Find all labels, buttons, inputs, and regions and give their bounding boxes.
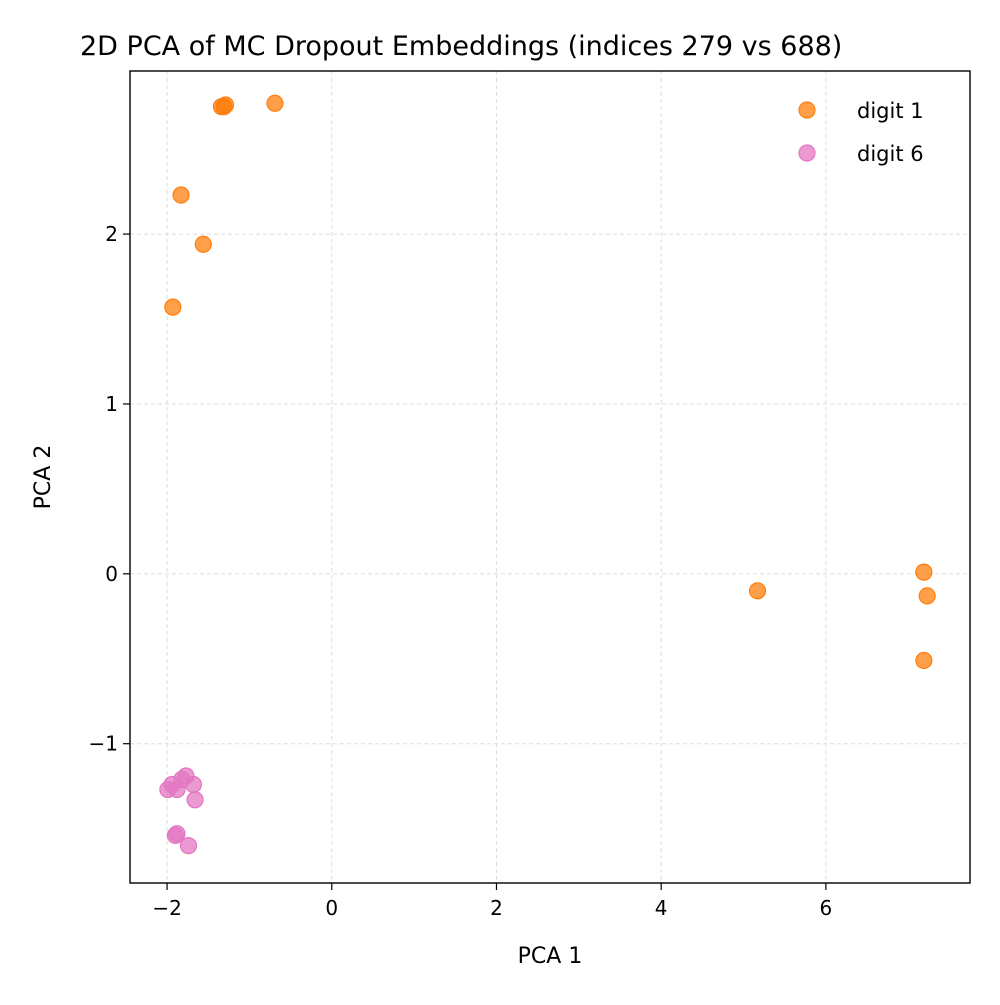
axis-ticks: −2 0 2 4 6 −1 0 1 2: [89, 222, 833, 920]
scatter-point: [172, 186, 190, 204]
scatter-point: [164, 298, 182, 316]
x-axis-label: PCA 1: [518, 944, 583, 969]
scatter-point: [915, 563, 933, 581]
x-tick-label: 4: [655, 896, 668, 920]
scatter-point: [915, 651, 933, 670]
scatter-point: [918, 587, 936, 605]
y-tick-label: 0: [105, 562, 118, 586]
x-tick-label: 2: [490, 896, 503, 920]
scatter-point: [184, 775, 203, 794]
x-tick-label: 6: [820, 896, 833, 920]
data-points: [159, 94, 936, 855]
scatter-point: [748, 582, 767, 600]
plot-area-frame: [129, 70, 971, 884]
y-tick-label: 1: [105, 392, 118, 416]
scatter-point: [216, 96, 235, 114]
x-tick-label: 0: [325, 896, 338, 920]
legend-marker: [798, 144, 816, 162]
scatter-point: [266, 94, 284, 112]
grid-lines: [130, 71, 970, 883]
scatter-point: [179, 837, 198, 855]
legend: digit 1 digit 6: [798, 99, 924, 166]
x-tick-label: −2: [152, 896, 181, 920]
y-tick-label: −1: [89, 732, 118, 756]
y-axis-label: PCA 2: [31, 445, 56, 510]
chart-title: 2D PCA of MC Dropout Embeddings (indices…: [80, 31, 842, 62]
legend-marker: [798, 101, 816, 119]
legend-label: digit 6: [857, 142, 924, 166]
scatter-point: [194, 235, 212, 253]
y-tick-label: 2: [105, 222, 118, 246]
legend-label: digit 1: [857, 99, 924, 123]
scatter-point: [186, 791, 204, 809]
scatter-point: [168, 825, 186, 843]
